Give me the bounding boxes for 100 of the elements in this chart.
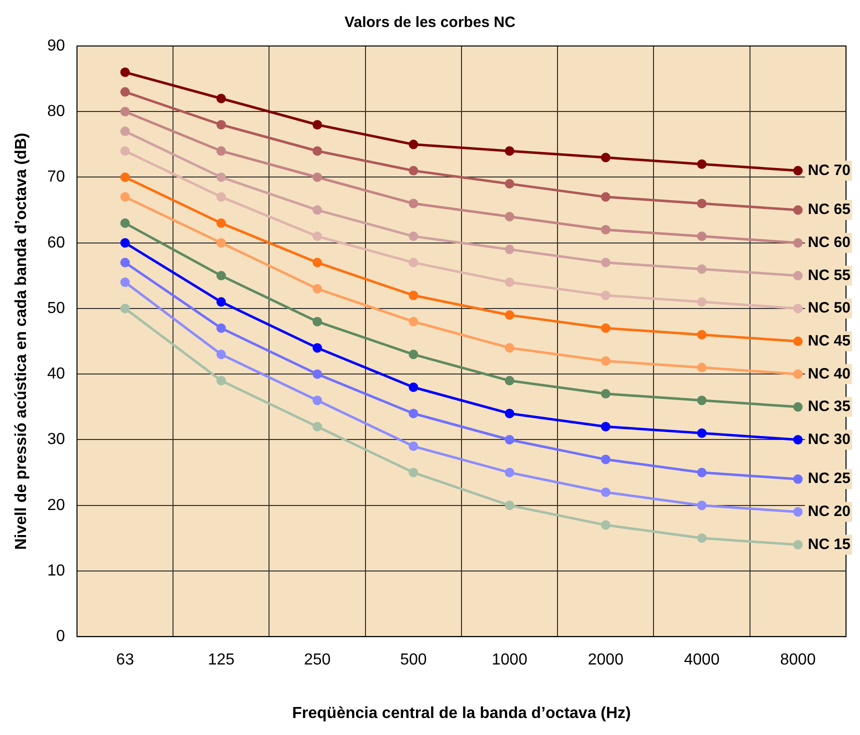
x-tick-label: 4000 [684, 652, 720, 669]
series-label: NC 65 [808, 201, 850, 218]
x-axis-title: Freqüència central de la banda d’octava (Hz) [292, 704, 631, 722]
point [793, 540, 803, 550]
series-label: NC 35 [808, 398, 850, 416]
point [312, 369, 322, 379]
point [697, 362, 707, 372]
point [504, 179, 514, 189]
point [120, 304, 130, 314]
y-tick-label: 30 [47, 431, 66, 448]
y-tick-label: 50 [47, 300, 66, 317]
point [312, 316, 322, 326]
point [408, 140, 418, 150]
series-label: NC 15 [808, 536, 850, 553]
point [697, 159, 707, 169]
point [793, 304, 803, 314]
point [216, 323, 226, 333]
point [600, 356, 610, 366]
point [216, 120, 226, 130]
point [408, 350, 418, 360]
point [312, 172, 322, 182]
point [120, 218, 130, 228]
point [216, 192, 226, 202]
y-tick-label: 80 [47, 103, 66, 120]
series-label: NC 55 [808, 266, 850, 284]
point [504, 244, 514, 254]
y-tick-label: 90 [47, 37, 66, 54]
point [697, 264, 707, 274]
point [312, 232, 322, 242]
point [312, 396, 322, 406]
point [216, 172, 226, 182]
point [120, 126, 130, 136]
point [120, 192, 130, 202]
point [312, 120, 322, 130]
point [504, 212, 514, 222]
point [793, 369, 803, 379]
point [216, 350, 226, 360]
point [504, 434, 514, 444]
point [408, 316, 418, 326]
point [408, 468, 418, 478]
point [793, 434, 803, 444]
x-tick-label: 250 [304, 652, 331, 669]
y-tick-label: 40 [47, 366, 66, 383]
point [504, 146, 514, 156]
point [600, 454, 610, 464]
point [120, 87, 130, 97]
point [600, 192, 610, 202]
point [600, 389, 610, 399]
x-tick-label: 63 [116, 652, 134, 669]
y-axis-title: Nivell de pressió acústica en cada banda d’octava (dB) [13, 132, 30, 550]
point [793, 474, 803, 484]
point [408, 290, 418, 300]
point [600, 487, 610, 497]
point [408, 442, 418, 452]
point [120, 238, 130, 248]
point [600, 323, 610, 333]
series-label: NC 45 [808, 332, 850, 350]
point [697, 500, 707, 510]
point [408, 382, 418, 392]
y-tick-label: 10 [47, 562, 66, 580]
series-label: NC 40 [808, 365, 850, 382]
point [216, 218, 226, 228]
point [697, 468, 707, 478]
point [504, 376, 514, 386]
point [793, 205, 803, 215]
point [600, 258, 610, 268]
series-label: NC 30 [808, 430, 850, 448]
point [793, 166, 803, 176]
y-tick-label: 0 [56, 628, 66, 646]
y-tick-label: 20 [47, 496, 66, 514]
point [697, 330, 707, 340]
point [504, 408, 514, 418]
x-tick-label: 1000 [492, 652, 528, 669]
point [697, 232, 707, 242]
point [312, 422, 322, 432]
point [504, 310, 514, 320]
point [793, 270, 803, 280]
point [600, 422, 610, 432]
point [504, 343, 514, 353]
x-tick-label: 2000 [588, 652, 624, 669]
point [793, 402, 803, 412]
point [600, 152, 610, 162]
point [697, 198, 707, 208]
series-label: NC 60 [808, 234, 850, 252]
chart-title: Valors de les corbes NC [344, 14, 516, 32]
point [600, 224, 610, 234]
point [120, 258, 130, 268]
point [408, 198, 418, 208]
point [408, 258, 418, 268]
point [408, 408, 418, 418]
point [697, 297, 707, 307]
series-label: NC 50 [808, 300, 850, 317]
x-tick-label: 8000 [780, 652, 816, 669]
point [120, 68, 130, 77]
point [216, 376, 226, 386]
y-tick-label: 70 [47, 168, 66, 186]
point [504, 500, 514, 510]
point [312, 284, 322, 294]
series-label: NC 25 [808, 470, 850, 488]
point [120, 277, 130, 287]
